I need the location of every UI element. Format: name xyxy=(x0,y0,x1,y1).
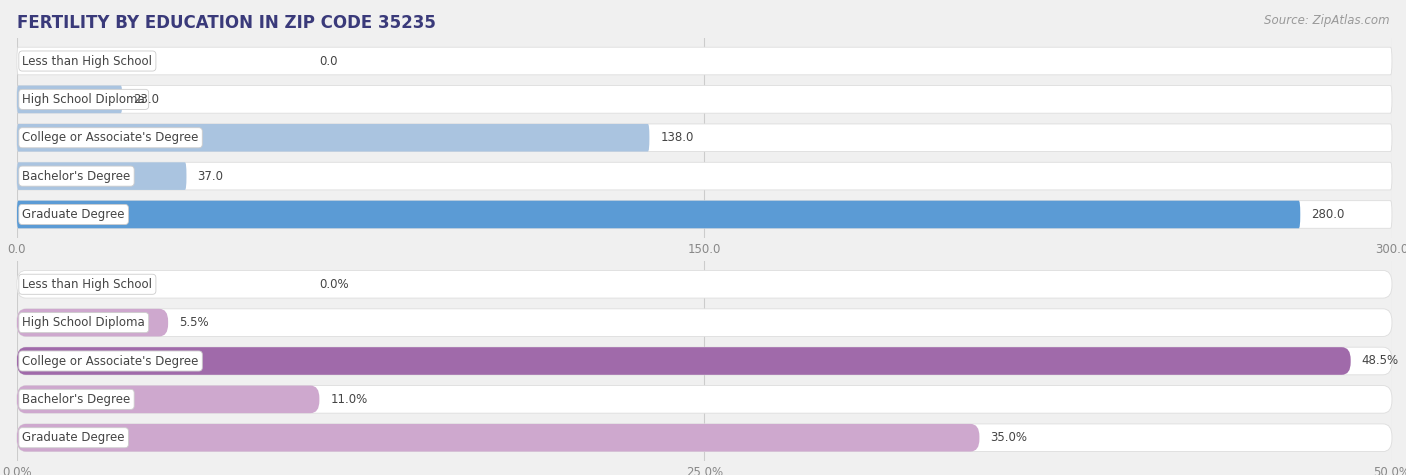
FancyBboxPatch shape xyxy=(17,347,1392,375)
FancyBboxPatch shape xyxy=(17,424,980,452)
FancyBboxPatch shape xyxy=(17,124,650,152)
Text: College or Associate's Degree: College or Associate's Degree xyxy=(22,131,198,144)
FancyBboxPatch shape xyxy=(17,162,187,190)
Text: FERTILITY BY EDUCATION IN ZIP CODE 35235: FERTILITY BY EDUCATION IN ZIP CODE 35235 xyxy=(17,14,436,32)
Text: Less than High School: Less than High School xyxy=(22,278,152,291)
Text: Source: ZipAtlas.com: Source: ZipAtlas.com xyxy=(1264,14,1389,27)
Text: 23.0: 23.0 xyxy=(134,93,159,106)
Text: 35.0%: 35.0% xyxy=(990,431,1028,444)
FancyBboxPatch shape xyxy=(17,86,122,113)
FancyBboxPatch shape xyxy=(17,386,1392,413)
FancyBboxPatch shape xyxy=(17,270,1392,298)
FancyBboxPatch shape xyxy=(17,386,319,413)
Text: 11.0%: 11.0% xyxy=(330,393,367,406)
Text: 0.0: 0.0 xyxy=(319,55,337,67)
Text: High School Diploma: High School Diploma xyxy=(22,316,145,329)
Text: 280.0: 280.0 xyxy=(1312,208,1344,221)
Text: College or Associate's Degree: College or Associate's Degree xyxy=(22,354,198,368)
FancyBboxPatch shape xyxy=(17,162,1392,190)
FancyBboxPatch shape xyxy=(17,200,1301,228)
Text: Graduate Degree: Graduate Degree xyxy=(22,431,125,444)
FancyBboxPatch shape xyxy=(17,47,1392,75)
Text: 48.5%: 48.5% xyxy=(1361,354,1399,368)
Text: 5.5%: 5.5% xyxy=(179,316,208,329)
FancyBboxPatch shape xyxy=(17,347,1351,375)
FancyBboxPatch shape xyxy=(17,424,1392,452)
Text: Graduate Degree: Graduate Degree xyxy=(22,208,125,221)
Text: 37.0: 37.0 xyxy=(197,170,224,182)
Text: Bachelor's Degree: Bachelor's Degree xyxy=(22,170,131,182)
Text: Bachelor's Degree: Bachelor's Degree xyxy=(22,393,131,406)
Text: 0.0%: 0.0% xyxy=(319,278,349,291)
Text: High School Diploma: High School Diploma xyxy=(22,93,145,106)
FancyBboxPatch shape xyxy=(17,309,169,336)
Text: 138.0: 138.0 xyxy=(661,131,693,144)
FancyBboxPatch shape xyxy=(17,309,1392,336)
Text: Less than High School: Less than High School xyxy=(22,55,152,67)
FancyBboxPatch shape xyxy=(17,86,1392,113)
FancyBboxPatch shape xyxy=(17,124,1392,152)
FancyBboxPatch shape xyxy=(17,200,1392,228)
